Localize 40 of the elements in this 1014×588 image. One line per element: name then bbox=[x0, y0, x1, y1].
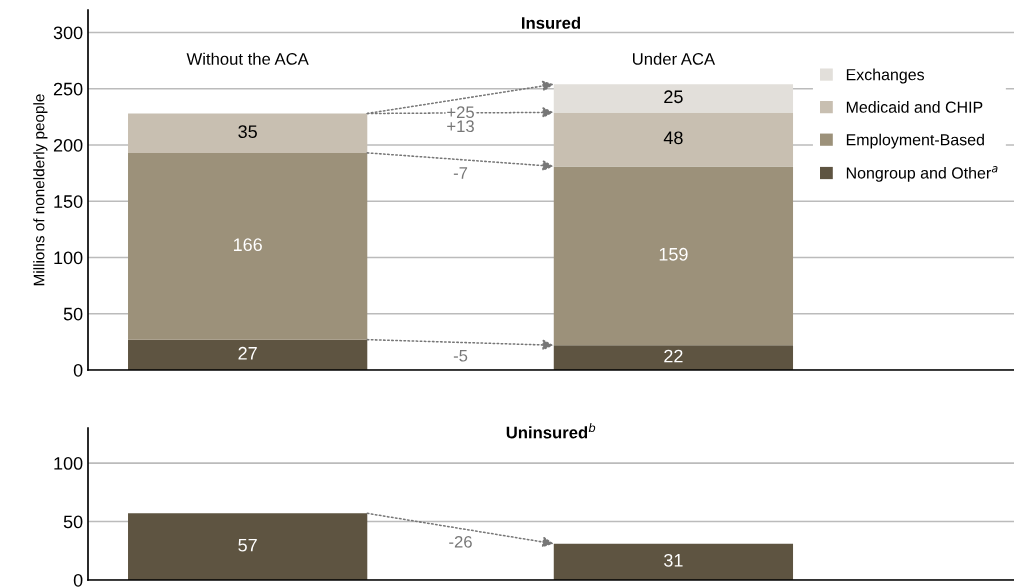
y-tick-label: 100 bbox=[54, 251, 83, 265]
data-label: 159 bbox=[659, 247, 688, 261]
bar bbox=[128, 339, 368, 370]
bar bbox=[128, 152, 368, 340]
annotation: +25 bbox=[447, 106, 474, 119]
legend-label: Medicaid and CHIP bbox=[846, 101, 983, 113]
data-label: 166 bbox=[233, 238, 262, 252]
bar bbox=[553, 345, 794, 370]
annotation: -7 bbox=[453, 167, 468, 179]
x-tick-label: Under ACA bbox=[633, 52, 716, 65]
annotation: -26 bbox=[449, 535, 472, 548]
y-tick-label: 50 bbox=[63, 307, 83, 321]
bar bbox=[553, 84, 794, 113]
y-tick-label: 100 bbox=[54, 457, 83, 470]
legend-label: Nongroup and Other$^{a}$ bbox=[846, 166, 998, 182]
y-tick-label: 0 bbox=[73, 573, 83, 587]
data-label: 57 bbox=[238, 538, 257, 552]
data-label: 25 bbox=[664, 90, 683, 104]
bar bbox=[553, 112, 794, 167]
bar bbox=[128, 113, 368, 153]
x-tick-label: Without the ACA bbox=[186, 52, 309, 65]
chart-title: Uninsured$^{b}$ bbox=[506, 423, 596, 439]
legend-label: Exchanges bbox=[846, 68, 925, 84]
data-label: 27 bbox=[238, 346, 257, 360]
data-label: 22 bbox=[664, 349, 683, 363]
data-label: 48 bbox=[663, 131, 683, 145]
y-tick-label: 0 bbox=[73, 363, 83, 377]
y-tick-label: 300 bbox=[53, 26, 83, 40]
y-tick-label: 250 bbox=[53, 82, 83, 96]
y-axis-title: Millions of nonelderly people bbox=[33, 94, 48, 286]
data-label: 31 bbox=[664, 553, 683, 567]
y-tick-label: 50 bbox=[63, 515, 83, 529]
y-tick-label: 150 bbox=[54, 195, 83, 208]
bar bbox=[553, 166, 794, 346]
chart-title: Insured bbox=[522, 16, 580, 29]
legend-label: Employment-Based bbox=[846, 133, 984, 149]
annotation: +13 bbox=[447, 120, 474, 133]
annotation: -5 bbox=[453, 349, 468, 362]
data-label: 35 bbox=[238, 125, 257, 139]
y-tick-label: 200 bbox=[53, 138, 83, 152]
